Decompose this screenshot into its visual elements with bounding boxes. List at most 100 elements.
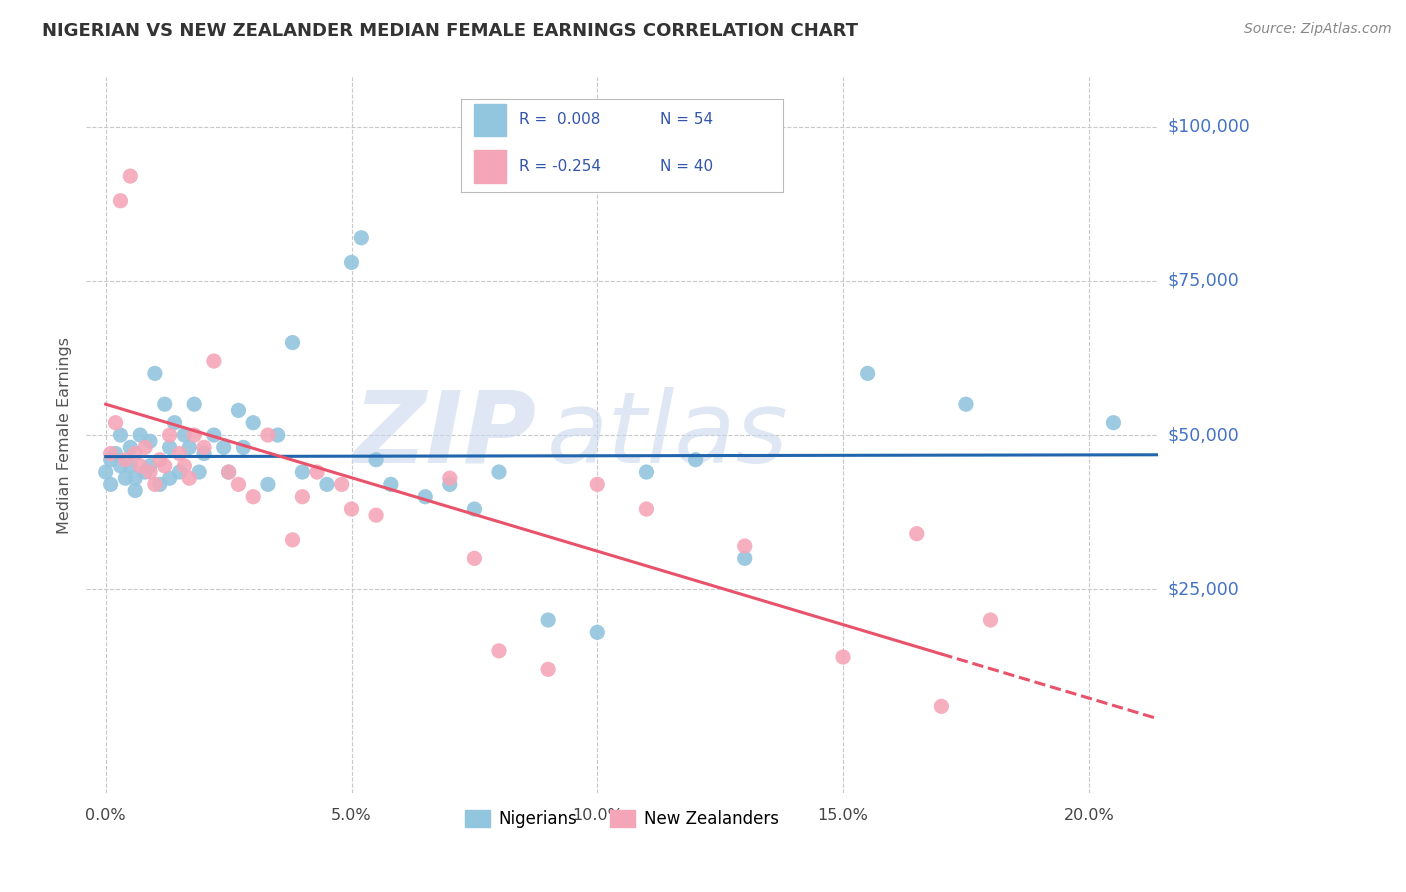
Point [307,465,329,479]
Point [267,428,290,442]
Point [439,471,461,485]
Text: ZIP: ZIP [353,386,536,483]
Point [159,471,181,485]
Point [159,441,181,455]
Point [104,416,127,430]
Point [193,446,215,460]
Point [110,194,132,208]
Point [463,502,485,516]
Point [364,508,387,523]
Point [179,471,201,485]
Point [340,502,363,516]
Point [149,477,172,491]
Point [139,465,162,479]
Point [242,490,264,504]
Point [153,458,176,473]
Point [183,397,205,411]
Point [257,428,280,442]
Point [169,446,191,460]
Point [685,452,707,467]
Point [129,428,152,442]
Point [257,477,280,491]
Point [488,644,510,658]
Text: $50,000: $50,000 [1167,426,1239,444]
Point [955,397,977,411]
Point [905,526,928,541]
Point [931,699,953,714]
Point [586,625,609,640]
Point [139,434,162,449]
Text: $75,000: $75,000 [1167,272,1239,290]
Point [114,471,136,485]
Point [340,255,363,269]
Point [129,458,152,473]
Text: 20.0%: 20.0% [1063,808,1114,823]
Point [100,446,122,460]
Point [330,477,353,491]
Point [228,477,250,491]
Point [114,452,136,467]
Point [586,477,609,491]
Point [832,650,855,665]
Point [94,465,117,479]
Point [100,477,122,491]
Point [734,539,756,553]
Point [110,458,132,473]
Point [193,441,215,455]
Point [120,458,142,473]
Point [124,483,146,498]
Point [537,613,560,627]
Point [291,465,314,479]
Point [120,441,142,455]
Point [139,458,162,473]
Point [173,458,195,473]
Text: NIGERIAN VS NEW ZEALANDER MEDIAN FEMALE EARNINGS CORRELATION CHART: NIGERIAN VS NEW ZEALANDER MEDIAN FEMALE … [42,22,858,40]
Text: Source: ZipAtlas.com: Source: ZipAtlas.com [1244,22,1392,37]
Point [218,465,240,479]
Point [202,354,225,368]
Text: 15.0%: 15.0% [818,808,869,823]
Text: 10.0%: 10.0% [572,808,623,823]
Point [1102,416,1125,430]
Point [856,367,879,381]
Point [228,403,250,417]
Point [143,367,166,381]
Point [134,441,156,455]
Point [143,477,166,491]
Text: 0.0%: 0.0% [86,808,127,823]
Legend: Nigerians, New Zealanders: Nigerians, New Zealanders [458,803,786,834]
Point [537,662,560,676]
Point [212,441,235,455]
Point [413,490,436,504]
Point [488,465,510,479]
Point [120,169,142,183]
Y-axis label: Median Female Earnings: Median Female Earnings [58,336,72,533]
Point [463,551,485,566]
Point [380,477,402,491]
Point [124,446,146,460]
Text: $25,000: $25,000 [1167,580,1239,599]
Point [173,428,195,442]
Point [153,397,176,411]
Point [218,465,240,479]
Point [163,416,186,430]
Point [281,335,304,350]
Point [979,613,1001,627]
Point [734,551,756,566]
Point [134,465,156,479]
Point [291,490,314,504]
Point [232,441,254,455]
Point [169,465,191,479]
Point [350,231,373,245]
Point [636,502,658,516]
Point [242,416,264,430]
Point [439,477,461,491]
Point [188,465,211,479]
Point [183,428,205,442]
Text: atlas: atlas [547,386,789,483]
Point [281,533,304,547]
Point [202,428,225,442]
Point [124,471,146,485]
Point [179,441,201,455]
Point [636,465,658,479]
